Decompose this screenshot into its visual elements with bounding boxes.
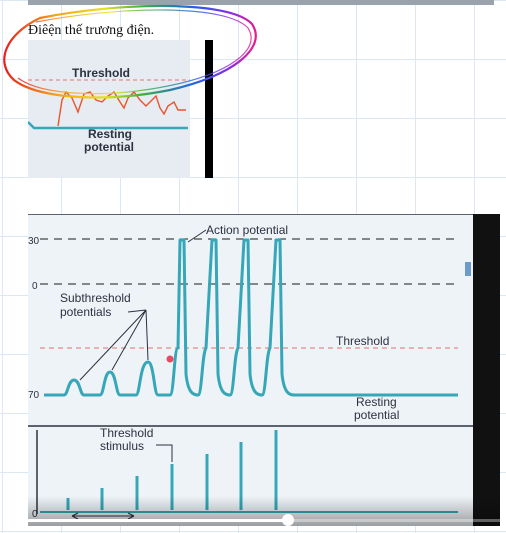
duration-arrow: [71, 512, 135, 520]
thumb-subthreshold-trace: [57, 90, 186, 127]
video-progress-fill: [28, 519, 288, 522]
thumb-threshold-label: Threshold: [72, 66, 130, 80]
pointer-marker: [166, 355, 174, 363]
axis-label-70: 70: [28, 390, 40, 401]
subthreshold-label-2: potentials: [60, 305, 111, 319]
subthreshold-pointers: [79, 309, 149, 381]
axis-label-30: 30: [28, 236, 40, 247]
thumb-resting-label-1: Resting: [88, 127, 132, 141]
thumb-resting-label-2: potential: [84, 140, 134, 154]
video-player[interactable]: 30 0 70 0 Action potential Subthreshold …: [28, 214, 500, 526]
handwritten-note[interactable]: Điêện thế trương điện.: [28, 23, 155, 38]
thumbnail-divider-bar: [205, 40, 213, 178]
action-potential-trace: [44, 238, 458, 397]
side-tab-handle[interactable]: [465, 262, 471, 276]
resting-label-2: potential: [354, 408, 399, 422]
resting-label-1: Resting: [356, 395, 397, 409]
top-divider-bar: [28, 0, 494, 5]
thumbnail-figure[interactable]: Threshold Resting potential: [28, 40, 190, 178]
stimulus-pointer: [156, 444, 173, 462]
video-progress-knob[interactable]: [282, 514, 294, 526]
stimulus-label-1: Threshold: [100, 426, 153, 440]
axis-label-stimulus-0: 0: [32, 509, 38, 520]
threshold-label: Threshold: [336, 334, 389, 348]
axis-label-0: 0: [32, 281, 38, 292]
video-side-bar: [473, 214, 500, 526]
action-potential-pointer: [187, 229, 207, 243]
stimulus-label-2: stimulus: [100, 439, 144, 453]
subthreshold-label-1: Subthreshold: [60, 291, 131, 305]
thumb-resting-trace: [28, 121, 188, 130]
stimulus-bars: [66, 430, 278, 510]
action-potential-label: Action potential: [206, 223, 288, 237]
